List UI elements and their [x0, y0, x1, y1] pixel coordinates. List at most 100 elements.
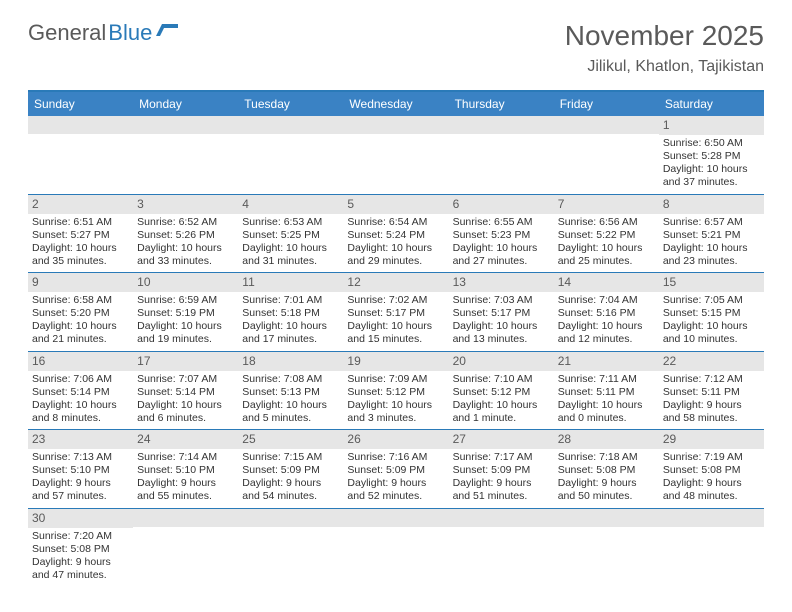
day-cell: 14Sunrise: 7:04 AMSunset: 5:16 PMDayligh… — [554, 273, 659, 351]
empty-day-cell — [28, 116, 133, 194]
day-cell: 23Sunrise: 7:13 AMSunset: 5:10 PMDayligh… — [28, 430, 133, 508]
day-cell: 30Sunrise: 7:20 AMSunset: 5:08 PMDayligh… — [28, 509, 133, 587]
daylight-text: Daylight: 9 hours and 48 minutes. — [663, 477, 760, 503]
day-cell: 3Sunrise: 6:52 AMSunset: 5:26 PMDaylight… — [133, 195, 238, 273]
day-number: 3 — [133, 195, 238, 214]
day-number: 24 — [133, 430, 238, 449]
day-body: Sunrise: 6:55 AMSunset: 5:23 PMDaylight:… — [449, 214, 554, 273]
daylight-text: Daylight: 9 hours and 57 minutes. — [32, 477, 129, 503]
sunrise-text: Sunrise: 6:52 AM — [137, 216, 234, 229]
day-cell: 11Sunrise: 7:01 AMSunset: 5:18 PMDayligh… — [238, 273, 343, 351]
day-number — [238, 116, 343, 134]
day-number: 19 — [343, 352, 448, 371]
day-body: Sunrise: 7:03 AMSunset: 5:17 PMDaylight:… — [449, 292, 554, 351]
day-body: Sunrise: 7:15 AMSunset: 5:09 PMDaylight:… — [238, 449, 343, 508]
daylight-text: Daylight: 10 hours and 35 minutes. — [32, 242, 129, 268]
sunset-text: Sunset: 5:25 PM — [242, 229, 339, 242]
daylight-text: Daylight: 10 hours and 6 minutes. — [137, 399, 234, 425]
daylight-text: Daylight: 10 hours and 33 minutes. — [137, 242, 234, 268]
sunset-text: Sunset: 5:14 PM — [137, 386, 234, 399]
day-cell: 29Sunrise: 7:19 AMSunset: 5:08 PMDayligh… — [659, 430, 764, 508]
day-body: Sunrise: 6:50 AMSunset: 5:28 PMDaylight:… — [659, 135, 764, 194]
sunset-text: Sunset: 5:11 PM — [663, 386, 760, 399]
day-body: Sunrise: 6:56 AMSunset: 5:22 PMDaylight:… — [554, 214, 659, 273]
daylight-text: Daylight: 9 hours and 54 minutes. — [242, 477, 339, 503]
day-number: 26 — [343, 430, 448, 449]
day-number — [28, 116, 133, 134]
day-number: 7 — [554, 195, 659, 214]
day-number: 20 — [449, 352, 554, 371]
day-number — [554, 509, 659, 527]
sunset-text: Sunset: 5:19 PM — [137, 307, 234, 320]
empty-day-cell — [659, 509, 764, 587]
day-number: 27 — [449, 430, 554, 449]
day-number — [343, 116, 448, 134]
day-cell: 24Sunrise: 7:14 AMSunset: 5:10 PMDayligh… — [133, 430, 238, 508]
daylight-text: Daylight: 10 hours and 29 minutes. — [347, 242, 444, 268]
sunset-text: Sunset: 5:24 PM — [347, 229, 444, 242]
sunset-text: Sunset: 5:09 PM — [453, 464, 550, 477]
day-body: Sunrise: 7:09 AMSunset: 5:12 PMDaylight:… — [343, 371, 448, 430]
day-number: 23 — [28, 430, 133, 449]
day-body: Sunrise: 6:59 AMSunset: 5:19 PMDaylight:… — [133, 292, 238, 351]
day-number — [238, 509, 343, 527]
sunrise-text: Sunrise: 7:12 AM — [663, 373, 760, 386]
day-body: Sunrise: 6:53 AMSunset: 5:25 PMDaylight:… — [238, 214, 343, 273]
day-body: Sunrise: 7:10 AMSunset: 5:12 PMDaylight:… — [449, 371, 554, 430]
sunset-text: Sunset: 5:08 PM — [558, 464, 655, 477]
day-body: Sunrise: 7:12 AMSunset: 5:11 PMDaylight:… — [659, 371, 764, 430]
daylight-text: Daylight: 10 hours and 37 minutes. — [663, 163, 760, 189]
day-number: 8 — [659, 195, 764, 214]
daylight-text: Daylight: 10 hours and 13 minutes. — [453, 320, 550, 346]
day-cell: 15Sunrise: 7:05 AMSunset: 5:15 PMDayligh… — [659, 273, 764, 351]
day-number — [659, 509, 764, 527]
sunset-text: Sunset: 5:14 PM — [32, 386, 129, 399]
logo: GeneralBlue — [28, 20, 178, 46]
sunrise-text: Sunrise: 7:02 AM — [347, 294, 444, 307]
dow-saturday: Saturday — [659, 92, 764, 116]
day-cell: 18Sunrise: 7:08 AMSunset: 5:13 PMDayligh… — [238, 352, 343, 430]
sunrise-text: Sunrise: 7:11 AM — [558, 373, 655, 386]
empty-day-cell — [554, 509, 659, 587]
day-cell: 4Sunrise: 6:53 AMSunset: 5:25 PMDaylight… — [238, 195, 343, 273]
sunset-text: Sunset: 5:28 PM — [663, 150, 760, 163]
day-body: Sunrise: 7:02 AMSunset: 5:17 PMDaylight:… — [343, 292, 448, 351]
sunrise-text: Sunrise: 6:59 AM — [137, 294, 234, 307]
day-of-week-header: SundayMondayTuesdayWednesdayThursdayFrid… — [28, 92, 764, 116]
sunset-text: Sunset: 5:23 PM — [453, 229, 550, 242]
sunrise-text: Sunrise: 7:16 AM — [347, 451, 444, 464]
daylight-text: Daylight: 9 hours and 52 minutes. — [347, 477, 444, 503]
sunrise-text: Sunrise: 7:14 AM — [137, 451, 234, 464]
day-number: 22 — [659, 352, 764, 371]
day-body: Sunrise: 7:13 AMSunset: 5:10 PMDaylight:… — [28, 449, 133, 508]
week-row: 9Sunrise: 6:58 AMSunset: 5:20 PMDaylight… — [28, 273, 764, 352]
day-cell: 16Sunrise: 7:06 AMSunset: 5:14 PMDayligh… — [28, 352, 133, 430]
day-body: Sunrise: 7:19 AMSunset: 5:08 PMDaylight:… — [659, 449, 764, 508]
day-number: 21 — [554, 352, 659, 371]
daylight-text: Daylight: 10 hours and 27 minutes. — [453, 242, 550, 268]
sunset-text: Sunset: 5:10 PM — [137, 464, 234, 477]
day-body: Sunrise: 7:14 AMSunset: 5:10 PMDaylight:… — [133, 449, 238, 508]
day-number — [449, 116, 554, 134]
day-number — [449, 509, 554, 527]
day-number: 17 — [133, 352, 238, 371]
day-cell: 22Sunrise: 7:12 AMSunset: 5:11 PMDayligh… — [659, 352, 764, 430]
daylight-text: Daylight: 10 hours and 19 minutes. — [137, 320, 234, 346]
sunrise-text: Sunrise: 7:08 AM — [242, 373, 339, 386]
sunset-text: Sunset: 5:22 PM — [558, 229, 655, 242]
empty-day-cell — [554, 116, 659, 194]
empty-day-cell — [238, 116, 343, 194]
day-body: Sunrise: 6:58 AMSunset: 5:20 PMDaylight:… — [28, 292, 133, 351]
daylight-text: Daylight: 10 hours and 17 minutes. — [242, 320, 339, 346]
day-number — [133, 116, 238, 134]
day-cell: 12Sunrise: 7:02 AMSunset: 5:17 PMDayligh… — [343, 273, 448, 351]
day-number: 18 — [238, 352, 343, 371]
day-body: Sunrise: 7:16 AMSunset: 5:09 PMDaylight:… — [343, 449, 448, 508]
week-row: 1Sunrise: 6:50 AMSunset: 5:28 PMDaylight… — [28, 116, 764, 195]
sunrise-text: Sunrise: 7:10 AM — [453, 373, 550, 386]
sunset-text: Sunset: 5:10 PM — [32, 464, 129, 477]
day-number: 10 — [133, 273, 238, 292]
sunset-text: Sunset: 5:08 PM — [32, 543, 129, 556]
empty-day-cell — [449, 116, 554, 194]
day-body: Sunrise: 7:05 AMSunset: 5:15 PMDaylight:… — [659, 292, 764, 351]
